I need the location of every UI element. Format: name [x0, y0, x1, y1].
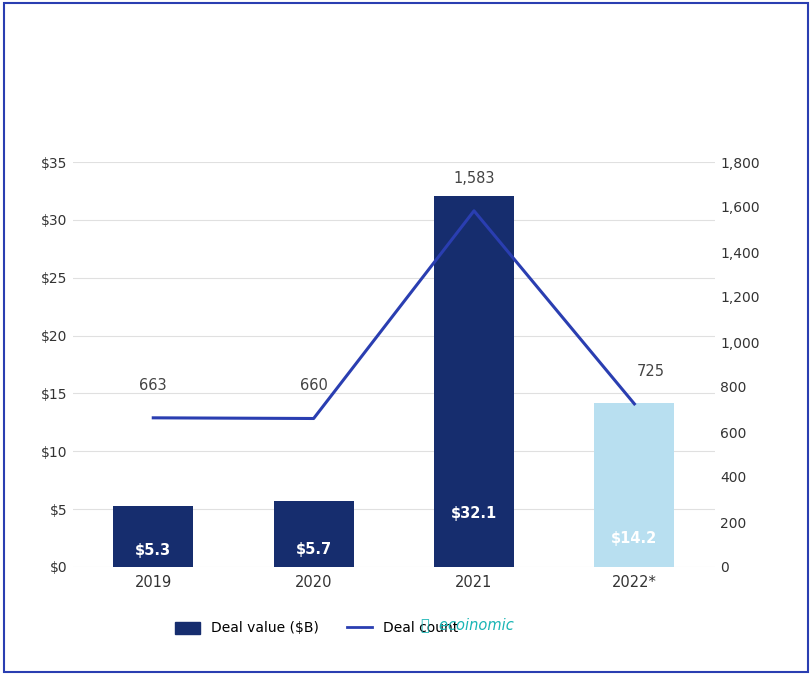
Text: 2019–2022*: 2019–2022*: [15, 99, 99, 112]
Bar: [594, 403, 674, 567]
Bar: [113, 506, 193, 567]
Text: $5.7: $5.7: [295, 542, 331, 558]
Text: 725: 725: [637, 364, 664, 379]
Text: ⓔ  ecoinomic: ⓔ ecoinomic: [420, 617, 513, 632]
Bar: [273, 501, 354, 567]
Text: Total global investment activity (VC, PE and M&A) in blockchain & cryptocurrency: Total global investment activity (VC, PE…: [15, 33, 690, 48]
Text: 663: 663: [139, 378, 167, 393]
Text: $14.2: $14.2: [611, 531, 657, 545]
Text: $32.1: $32.1: [450, 506, 496, 520]
Legend: Deal value ($B), Deal count: Deal value ($B), Deal count: [169, 616, 463, 641]
Bar: [433, 196, 513, 567]
Text: 660: 660: [299, 379, 327, 394]
Text: 1,583: 1,583: [453, 171, 494, 186]
Text: $5.3: $5.3: [135, 543, 171, 558]
